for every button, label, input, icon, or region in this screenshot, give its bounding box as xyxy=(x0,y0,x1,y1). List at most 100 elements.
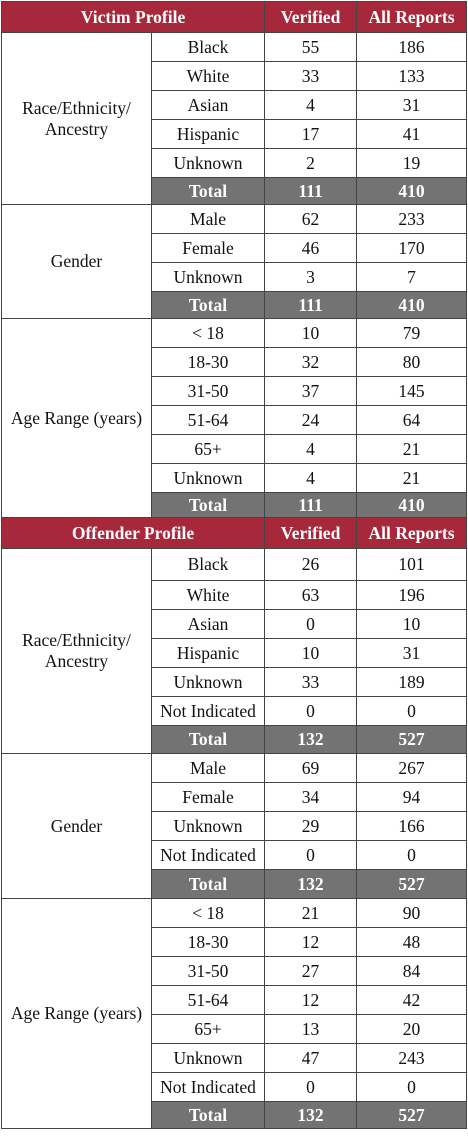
all-reports-count: 64 xyxy=(356,405,467,435)
total-label: Total xyxy=(151,869,265,899)
verified-count: 4 xyxy=(264,90,357,120)
column-header-verified: Verified xyxy=(264,517,357,549)
table-row: Hispanic 17 41 xyxy=(2,119,467,149)
all-reports-count: 233 xyxy=(356,204,467,234)
row-label: Not Indicated xyxy=(151,1072,265,1102)
all-reports-count: 21 xyxy=(356,463,467,493)
all-reports-count: 19 xyxy=(356,148,467,178)
table-row: Race/Ethnicity/ Ancestry Black 55 186 xyxy=(1,32,467,205)
verified-count: 2 xyxy=(264,148,357,178)
table-row: 51-64 12 42 xyxy=(2,985,467,1015)
row-label: 65+ xyxy=(151,1014,265,1044)
table-row: Female 34 94 xyxy=(2,782,467,812)
verified-count: 3 xyxy=(264,262,357,292)
row-label: Male xyxy=(151,204,265,234)
all-reports-count: 10 xyxy=(356,609,467,639)
total-all-reports: 527 xyxy=(356,1101,467,1129)
row-label: 31-50 xyxy=(151,956,265,986)
table-row: Unknown 3 7 xyxy=(2,262,467,292)
table-row: Unknown 47 243 xyxy=(2,1043,467,1073)
total-label: Total xyxy=(151,725,265,754)
row-label: Male xyxy=(151,753,265,783)
verified-count: 37 xyxy=(264,376,357,406)
total-all-reports: 410 xyxy=(356,492,467,518)
verified-count: 12 xyxy=(264,927,357,957)
category-label: Race/Ethnicity/ Ancestry xyxy=(1,32,152,205)
total-all-reports: 527 xyxy=(356,869,467,899)
total-verified: 111 xyxy=(264,492,357,518)
row-label: Unknown xyxy=(151,811,265,841)
total-row: Total 132 527 xyxy=(2,725,467,754)
category-label: Age Range (years) xyxy=(1,898,152,1129)
all-reports-count: 31 xyxy=(356,90,467,120)
row-label: Unknown xyxy=(151,148,265,178)
total-row: Total 111 410 xyxy=(2,291,467,319)
all-reports-count: 20 xyxy=(356,1014,467,1044)
verified-count: 12 xyxy=(264,985,357,1015)
row-label: Unknown xyxy=(151,667,265,697)
verified-count: 13 xyxy=(264,1014,357,1044)
verified-count: 29 xyxy=(264,811,357,841)
column-header-verified: Verified xyxy=(264,1,357,33)
row-label: Asian xyxy=(151,90,265,120)
row-label: White xyxy=(151,580,265,610)
all-reports-count: 101 xyxy=(356,548,467,581)
verified-count: 63 xyxy=(264,580,357,610)
verified-count: 33 xyxy=(264,667,357,697)
verified-count: 47 xyxy=(264,1043,357,1073)
table-row: Gender Male 69 267 xyxy=(1,753,467,899)
all-reports-count: 21 xyxy=(356,434,467,464)
total-all-reports: 527 xyxy=(356,725,467,754)
section-header-row: Victim Profile Verified All Reports xyxy=(1,1,467,33)
verified-count: 24 xyxy=(264,405,357,435)
verified-count: 46 xyxy=(264,233,357,263)
category-label: Gender xyxy=(1,753,152,899)
total-label: Total xyxy=(151,291,265,319)
verified-count: 55 xyxy=(264,32,357,62)
table-row: 18-30 12 48 xyxy=(2,927,467,957)
verified-count: 27 xyxy=(264,956,357,986)
total-verified: 111 xyxy=(264,291,357,319)
verified-count: 32 xyxy=(264,347,357,377)
all-reports-count: 267 xyxy=(356,753,467,783)
row-label: Hispanic xyxy=(151,638,265,668)
table-row: Not Indicated 0 0 xyxy=(2,840,467,870)
all-reports-count: 166 xyxy=(356,811,467,841)
all-reports-count: 79 xyxy=(356,318,467,348)
table-row: White 33 133 xyxy=(2,61,467,91)
verified-count: 0 xyxy=(264,609,357,639)
all-reports-count: 145 xyxy=(356,376,467,406)
all-reports-count: 0 xyxy=(356,696,467,726)
section-title: Offender Profile xyxy=(1,517,265,549)
total-verified: 132 xyxy=(264,725,357,754)
row-label: Black xyxy=(151,32,265,62)
row-label: Female xyxy=(151,782,265,812)
section-title: Victim Profile xyxy=(1,1,265,33)
row-label: Black xyxy=(151,548,265,581)
verified-count: 10 xyxy=(264,318,357,348)
column-header-all-reports: All Reports xyxy=(356,517,467,549)
row-label: 18-30 xyxy=(151,347,265,377)
table-row: Not Indicated 0 0 xyxy=(2,696,467,726)
table-row: Asian 4 31 xyxy=(2,90,467,120)
category-label: Gender xyxy=(1,204,152,319)
verified-count: 34 xyxy=(264,782,357,812)
all-reports-count: 41 xyxy=(356,119,467,149)
table-row: Not Indicated 0 0 xyxy=(2,1072,467,1102)
row-label: Not Indicated xyxy=(151,840,265,870)
row-label: < 18 xyxy=(151,898,265,928)
verified-count: 33 xyxy=(264,61,357,91)
table-row: Gender Male 62 233 xyxy=(1,204,467,319)
row-label: White xyxy=(151,61,265,91)
total-label: Total xyxy=(151,1101,265,1129)
all-reports-count: 90 xyxy=(356,898,467,928)
row-label: Unknown xyxy=(151,262,265,292)
verified-count: 17 xyxy=(264,119,357,149)
all-reports-count: 31 xyxy=(356,638,467,668)
row-label: Not Indicated xyxy=(151,696,265,726)
total-all-reports: 410 xyxy=(356,177,467,205)
verified-count: 0 xyxy=(264,840,357,870)
verified-count: 4 xyxy=(264,463,357,493)
